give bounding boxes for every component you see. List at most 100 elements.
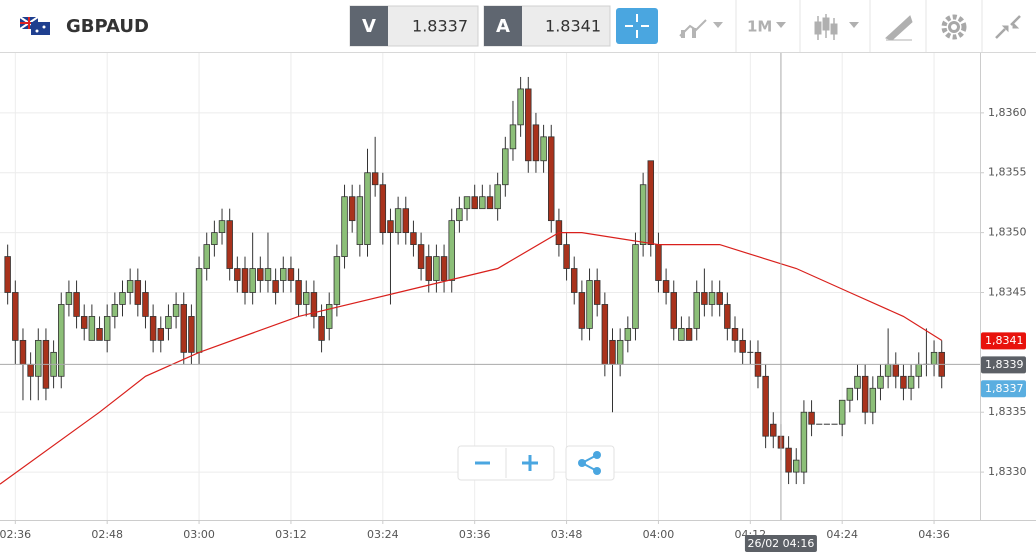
candle-body — [838, 399, 846, 425]
candle-body — [586, 280, 593, 329]
candle-body — [655, 244, 662, 281]
candle-body — [325, 304, 333, 329]
candle-body — [670, 292, 677, 329]
x-tick-label: 03:48 — [551, 528, 583, 541]
y-tick-label: 1,8360 — [988, 106, 1027, 119]
candle-body — [19, 339, 27, 365]
candle-body — [80, 316, 88, 329]
y-tick-label: 1,8355 — [988, 166, 1027, 179]
candle-body — [364, 172, 371, 245]
candle-body — [35, 339, 42, 377]
candle-body — [134, 280, 142, 305]
candle-body — [318, 316, 325, 341]
candle-body — [808, 411, 815, 425]
y-tick-label: 1,8330 — [988, 465, 1027, 478]
symbol: GBPAUD — [66, 16, 149, 37]
candle-body — [471, 196, 478, 210]
candle-body — [257, 268, 264, 281]
price-tag — [981, 332, 1026, 350]
candle-body — [509, 124, 517, 150]
candle-body — [609, 339, 616, 365]
candle-body — [341, 196, 348, 257]
x-tick-label: 03:00 — [183, 528, 215, 541]
candle-body — [517, 88, 524, 126]
candle-body — [540, 136, 547, 162]
candle-body — [479, 196, 486, 210]
candle-body — [884, 363, 892, 377]
candle-body — [241, 268, 249, 293]
candle-body — [264, 268, 272, 281]
flag — [19, 16, 50, 35]
buy-button[interactable]: A 1.8341 — [483, 5, 611, 47]
candle-body — [854, 375, 861, 389]
candle-body — [149, 316, 157, 341]
candle-body — [563, 244, 570, 269]
timeframe-button[interactable]: 1M — [747, 18, 786, 36]
candle-style-button[interactable] — [814, 14, 859, 40]
settings-button[interactable] — [941, 14, 967, 40]
candle-body — [310, 292, 318, 317]
candle-body — [440, 256, 448, 281]
candle-body — [425, 256, 432, 281]
price-tag-label: 1,8341 — [985, 334, 1024, 347]
sell-label: V — [362, 16, 376, 37]
candle-body — [915, 363, 922, 377]
chart-type-button[interactable] — [679, 19, 723, 38]
candle-body — [716, 292, 723, 305]
candle-body — [502, 148, 509, 186]
candle-body — [394, 208, 402, 234]
candle-body — [333, 256, 341, 305]
candle-body — [165, 316, 172, 329]
y-tick-label: 1,8345 — [988, 285, 1027, 298]
candle-body — [65, 292, 73, 305]
candle-body — [685, 328, 693, 341]
y-tick-label: 1,8350 — [988, 226, 1027, 239]
candle-body — [869, 387, 877, 413]
candle-body — [218, 220, 226, 234]
candle-body — [616, 339, 624, 365]
x-tick-label: 04:36 — [918, 528, 950, 541]
candle-body — [525, 88, 532, 162]
candle-body — [287, 268, 295, 281]
candle-body — [624, 328, 632, 341]
candle-body — [96, 328, 103, 341]
price-tag — [981, 356, 1026, 374]
candle-body — [234, 268, 241, 281]
candle-body — [433, 256, 440, 281]
candle-body — [88, 316, 96, 341]
collapse-button[interactable] — [995, 15, 1021, 39]
crosshair-time-box — [744, 535, 817, 552]
candle-body — [708, 292, 716, 305]
x-tick-label: 03:24 — [367, 528, 399, 541]
candle-body — [371, 172, 379, 186]
candle-body — [770, 423, 777, 437]
candle-body — [662, 280, 670, 293]
candle-body — [448, 220, 455, 281]
share-button[interactable] — [565, 445, 615, 481]
candle-body — [846, 387, 854, 401]
x-tick-label: 03:36 — [459, 528, 491, 541]
sell-button[interactable]: V 1.8337 — [349, 5, 479, 47]
candle-body — [463, 196, 471, 210]
candle-body — [548, 136, 555, 222]
candle-body — [930, 351, 938, 365]
crosshair-button[interactable] — [616, 8, 658, 44]
candle-body — [226, 220, 233, 269]
candle-body — [731, 328, 739, 341]
candle-body — [900, 375, 907, 389]
candle-body — [203, 244, 210, 269]
candle-body — [303, 292, 310, 305]
zoom-in-button[interactable] — [522, 455, 538, 471]
candle-body — [456, 208, 463, 222]
candle-body — [142, 292, 149, 317]
candle-body — [639, 184, 647, 245]
x-tick-label: 02:48 — [91, 528, 123, 541]
candle-body — [211, 232, 218, 245]
candle-body — [402, 208, 410, 234]
draw-button[interactable] — [885, 15, 913, 41]
candle-body — [272, 280, 279, 293]
candle-body — [111, 304, 119, 317]
price-tag-label: 1,8339 — [985, 358, 1024, 371]
